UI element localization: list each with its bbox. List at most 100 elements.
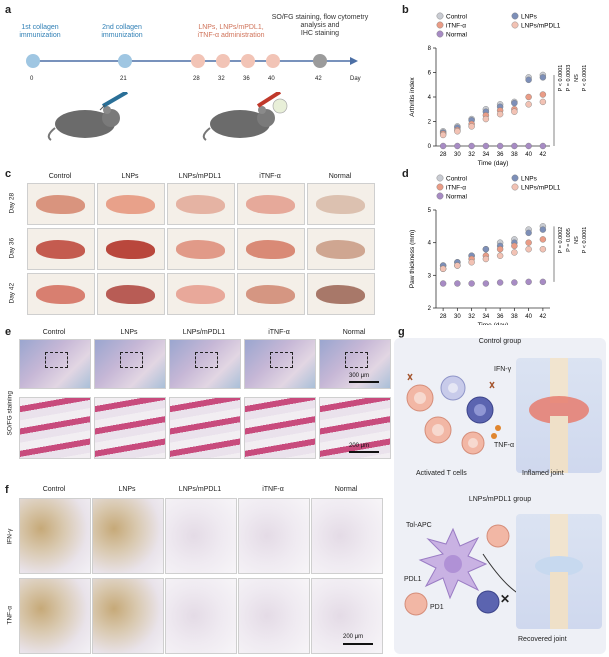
paw-photo (97, 183, 165, 225)
paw-photo (97, 273, 165, 315)
data-point-normal (511, 142, 518, 150)
data-point-itnf- (525, 93, 532, 101)
x-tick-label: 36 (497, 314, 504, 320)
step4-label: SO/FG staining, flow cytometry analysis … (271, 14, 369, 37)
group-header: iTNF-α (259, 173, 281, 180)
so-fg-zoom-image (244, 397, 316, 459)
legend-label: LNPs/mPDL1 (521, 185, 561, 192)
pdl1-label: PDL1 (404, 576, 422, 583)
day42-dot (313, 54, 327, 68)
y-tick-label: 2 (428, 306, 432, 312)
paw-photo (167, 228, 235, 270)
paw-limb (35, 285, 86, 304)
x-tick-label: 28 (440, 314, 447, 320)
data-point-itnf- (525, 239, 532, 246)
legend-label: LNPs/mPDL1 (521, 23, 561, 30)
legend-label: iTNF-α (446, 23, 466, 30)
ihc-image (238, 578, 310, 654)
y-axis-label: Paw thickness (mm) (409, 230, 416, 289)
group-header: Normal (334, 486, 358, 493)
row-label: IFN-γ (6, 528, 14, 545)
data-point-lnps-mpdl1 (454, 262, 461, 269)
paw-limb (315, 195, 366, 214)
data-point-normal (439, 280, 447, 287)
legend-marker (511, 183, 519, 191)
paw-photos-panel: Control LNPs LNPs/mPDL1 iTNF-α Normal Day 28 D… (5, 173, 380, 323)
day-28: 28 (193, 76, 200, 82)
paw-photo (307, 183, 375, 225)
so-fg-overview-image (169, 339, 241, 389)
paw-limb (175, 240, 226, 259)
scale-bar-top (349, 381, 379, 383)
tol-apc-label: Tol-APC (406, 522, 432, 529)
zoom-box (194, 352, 218, 369)
legend-marker (436, 30, 444, 38)
x-tick-label: 40 (525, 152, 532, 158)
data-point-itnf- (496, 245, 504, 253)
data-point-normal (439, 142, 447, 150)
day-32: 32 (218, 76, 225, 82)
significance-annotation: NS (574, 74, 580, 82)
legend-label: Control (446, 176, 468, 183)
legend-marker (511, 174, 519, 182)
data-point-lnps (511, 99, 518, 107)
tol-apc-illustration (404, 524, 520, 616)
ihc-staining-panel: Control LNPs LNPs/mPDL1 iTNF-α Normal IFN-γ TN… (5, 486, 383, 654)
data-point-normal (525, 278, 532, 286)
group-header: iTNF-α (262, 486, 284, 493)
group-header: Normal (342, 329, 366, 336)
x-tick-label: 32 (468, 314, 475, 320)
y-tick-label: 4 (428, 241, 432, 247)
so-fg-zoom-image (94, 397, 166, 459)
data-point-lnps-mpdl1 (439, 265, 447, 273)
legend-label: iTNF-α (446, 185, 466, 192)
so-fg-overview-image (319, 339, 391, 389)
paw-limb (35, 195, 86, 214)
so-fg-zoom-image (169, 397, 241, 459)
data-point-normal (482, 280, 490, 287)
legend-label: Normal (446, 32, 468, 39)
activated-t-cells-label: Activated T cells (416, 470, 467, 477)
scale-label-bottom: 200 μm (349, 443, 370, 449)
significance-annotation: P = 0.0003 (566, 65, 572, 92)
step3-label: LNPs, LNPs/mPDL1, iTNF-α administration (197, 24, 265, 39)
ihc-image (19, 498, 91, 574)
ifn-gamma-label: IFN-γ (494, 366, 512, 373)
legend-label: Normal (446, 194, 468, 201)
inflamed-joint-label: Inflamed joint (522, 470, 564, 477)
data-point-lnps (482, 245, 490, 253)
significance-annotation: P < 0.0001 (582, 65, 588, 92)
day28-dot (191, 54, 205, 68)
legend-marker (511, 12, 519, 20)
zoom-box (344, 352, 368, 369)
significance-annotation: P < 0.0001 (582, 227, 588, 254)
paw-photo (97, 228, 165, 270)
data-point-normal (511, 279, 518, 286)
data-point-lnps-mpdl1 (454, 128, 461, 135)
so-fg-zoom-image (19, 397, 91, 459)
group-header: LNPs/mPDL1 (178, 173, 222, 180)
group-header: Normal (328, 173, 352, 180)
paw-photo (237, 273, 305, 315)
y-tick-label: 4 (428, 95, 432, 101)
zoom-box (269, 352, 293, 369)
significance-annotation: P = 0.005 (566, 228, 572, 252)
data-point-lnps-mpdl1 (468, 123, 475, 130)
legend-label: LNPs (521, 14, 538, 21)
data-point-lnps (539, 226, 547, 233)
paw-limb (315, 240, 366, 259)
group-header: LNPs/mPDL1 (178, 486, 222, 493)
paw-photo (27, 273, 95, 315)
data-point-itnf- (539, 91, 547, 98)
paw-photo (27, 183, 95, 225)
significance-annotation: NS (574, 236, 580, 244)
group-header: LNPs (120, 329, 138, 336)
group-header: LNPs/mPDL1 (182, 329, 226, 336)
data-point-normal (525, 142, 532, 150)
paw-photo (27, 228, 95, 270)
paw-photo (167, 183, 235, 225)
so-fg-staining-panel: Control LNPs LNPs/mPDL1 iTNF-α Normal SO/FG s… (5, 329, 391, 479)
data-point-lnps (525, 229, 532, 237)
data-point-lnps-mpdl1 (525, 101, 532, 108)
data-point-lnps-mpdl1 (539, 245, 547, 253)
